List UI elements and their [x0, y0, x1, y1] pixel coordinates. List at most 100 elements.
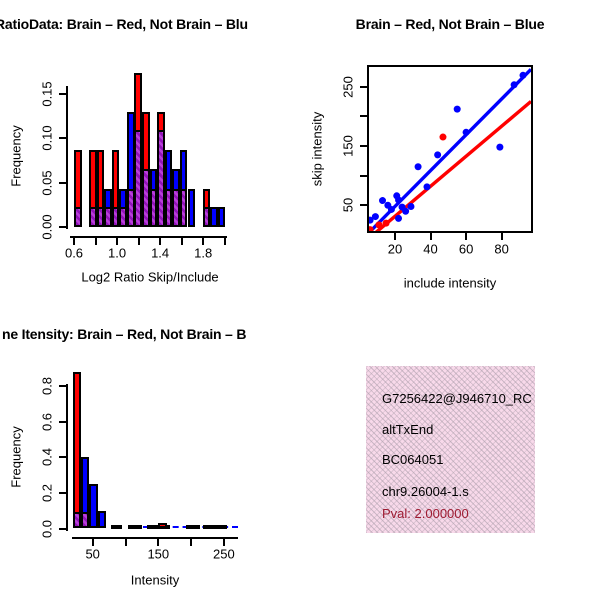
scatter-point-red [439, 133, 447, 141]
y-axis-tick [59, 137, 66, 140]
y-axis-tick [360, 174, 367, 177]
hist-bar [72, 371, 82, 529]
hist-bar-overlap [142, 169, 150, 227]
scatter-point-blue [510, 81, 518, 89]
hist-bar-overlap [96, 207, 105, 227]
intensity-histogram-xlabel: Intensity [130, 572, 180, 588]
scatter-point-blue [434, 151, 442, 159]
event-type-text: altTxEnd [382, 422, 434, 437]
scatter-point-blue [402, 207, 410, 215]
x-tick-label: 60 [458, 241, 474, 257]
hist-bar-overlap [172, 188, 180, 227]
x-tick-label: 80 [494, 241, 509, 257]
scatter-point-blue [407, 202, 415, 210]
x-axis-tick [465, 233, 468, 240]
hist-bar [210, 207, 218, 227]
x-axis-tick [393, 233, 396, 240]
scatter-canvas [369, 68, 531, 231]
hist-bar-overlap [126, 188, 135, 227]
x-tick-label: 250 [213, 546, 235, 562]
hist-bar [89, 484, 98, 529]
hist-bar-overlap [111, 207, 120, 227]
scatter-point-blue [453, 105, 461, 113]
hist-bar-overlap [74, 207, 82, 227]
ratio-histogram-xlabel: Log2 Ratio Skip/Include [81, 269, 219, 285]
intensity-histogram-title-clip: ne Itensity: Brain – Red, Not Brain – B [0, 326, 302, 348]
hist-bar [111, 524, 122, 529]
y-axis-tick [360, 144, 367, 147]
y-axis-tick [360, 85, 367, 88]
ratio-histogram-title: RatioData: Brain – Red, Not Brain – Blu [0, 16, 248, 32]
x-axis-tick [190, 539, 193, 546]
y-axis-tick [360, 204, 367, 207]
y-axis-tick [59, 420, 66, 423]
hist-bar-overlap [157, 130, 165, 227]
x-tick-label: 150 [147, 546, 170, 562]
x-axis-line [72, 537, 238, 539]
x-axis-tick [429, 233, 432, 240]
intensity-histogram-ylabel: Frequency [8, 426, 24, 488]
locus-text: chr9.26004-1.s [382, 484, 469, 499]
hist-bar [128, 524, 142, 529]
y-axis-tick [59, 92, 66, 95]
x-axis-tick [157, 539, 160, 546]
x-axis-tick [116, 238, 119, 245]
y-axis-line [66, 384, 68, 531]
x-axis-tick [180, 238, 183, 245]
intensity-histogram-title: ne Itensity: Brain – Red, Not Brain – B [2, 326, 247, 342]
scatter-point-blue [387, 205, 395, 213]
y-axis-tick [59, 226, 66, 228]
hist-bar-overlap [72, 512, 82, 529]
x-tick-label: 1.0 [108, 245, 127, 261]
scatter-xlabel: include intensity [403, 275, 497, 291]
x-tick-label: 20 [387, 241, 403, 257]
scatter-title: Brain – Red, Not Brain – Blue [355, 16, 545, 32]
y-axis-tick [59, 385, 66, 388]
gene-id-text: G7256422@J946710_RC [382, 391, 532, 406]
y-axis-tick [59, 456, 66, 459]
x-tick-label: 50 [85, 546, 100, 562]
x-axis-tick [159, 238, 162, 245]
x-tick-label: 1.4 [151, 245, 170, 261]
y-tick-label: 0.8 [39, 377, 55, 396]
scatter-point-blue [371, 213, 379, 221]
x-tick-label: 40 [423, 241, 438, 257]
hist-bar-overlap [164, 188, 173, 227]
y-axis-tick [59, 527, 66, 530]
hist-bar [97, 510, 107, 529]
hist-bar [157, 523, 167, 529]
hist-bar-overlap [119, 207, 127, 227]
regression-line-red [374, 100, 531, 231]
x-axis-tick [137, 238, 140, 245]
scatter-point-red [369, 226, 374, 231]
x-tick-label: 1.8 [194, 245, 213, 261]
scatter-point-red [375, 221, 383, 229]
y-axis-tick [59, 181, 66, 184]
y-axis-tick [59, 491, 66, 494]
hist-bar [187, 188, 196, 227]
scatter-point-blue [395, 196, 403, 204]
x-axis-tick [202, 238, 205, 245]
x-axis-tick [500, 233, 503, 240]
hist-bar-overlap [89, 207, 97, 227]
hist-bar-overlap [134, 130, 143, 227]
hist-bar-overlap [202, 207, 211, 227]
hist-bar-overlap [179, 188, 188, 227]
hist-bar [202, 524, 227, 529]
scatter-point-blue [414, 163, 422, 171]
x-axis-tick [73, 238, 75, 245]
scatter-plot-box [367, 65, 533, 233]
y-tick-label: 0.4 [39, 448, 55, 467]
scatter-point-blue [395, 214, 403, 222]
scatter-point-blue [379, 197, 387, 205]
scatter-point-blue [496, 143, 504, 151]
x-axis-tick [222, 539, 225, 546]
scatter-point-blue [423, 183, 431, 191]
hist-bar [217, 207, 226, 227]
y-tick-label: 0.6 [39, 412, 55, 431]
hist-bar-overlap [104, 207, 112, 227]
pval-text: Pval: 2.000000 [382, 506, 469, 521]
